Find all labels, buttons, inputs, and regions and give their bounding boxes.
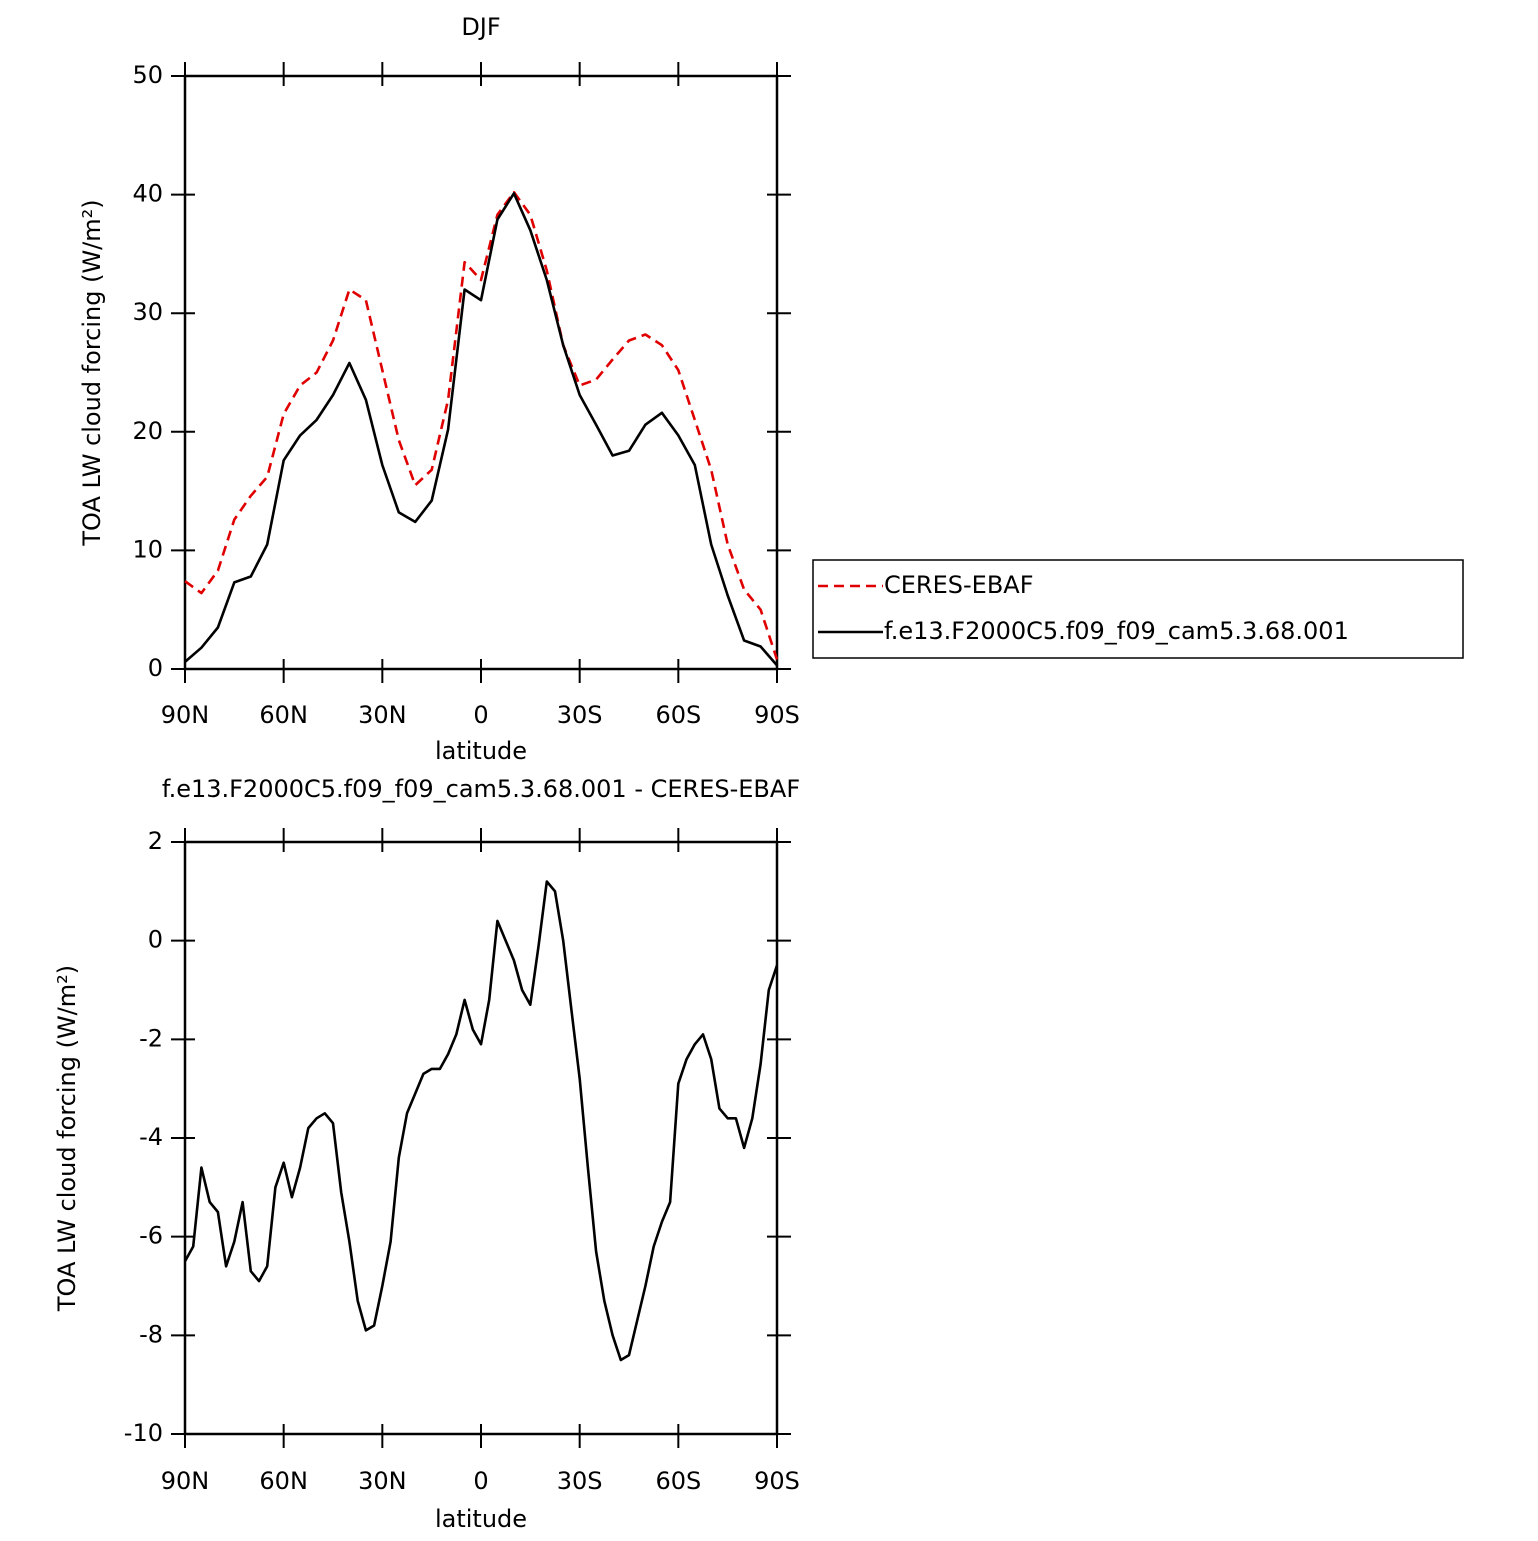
y-tick-label: 2 xyxy=(148,827,163,855)
legend-label: CERES-EBAF xyxy=(884,571,1034,599)
data-line xyxy=(183,880,779,1362)
x-tick-label: 30N xyxy=(358,701,407,729)
legend-box xyxy=(812,559,1464,659)
data-line xyxy=(184,192,778,667)
x-axis-label: latitude xyxy=(435,1505,527,1533)
plot-frame xyxy=(183,74,779,671)
x-tick-label: 60N xyxy=(259,1467,308,1495)
x-tick-label: 60S xyxy=(655,1467,701,1495)
x-tick-label: 30S xyxy=(557,1467,603,1495)
y-tick-label: -4 xyxy=(139,1123,163,1151)
x-tick-label: 60N xyxy=(259,701,308,729)
y-tick-label: -8 xyxy=(139,1320,163,1348)
y-tick-label: -2 xyxy=(139,1024,163,1052)
y-tick-label: 0 xyxy=(148,654,163,682)
y-axis-label: TOA LW cloud forcing (W/m²) xyxy=(78,199,106,546)
y-tick-label: 0 xyxy=(148,926,163,954)
y-tick-label: 50 xyxy=(132,61,163,89)
y-axis-label: TOA LW cloud forcing (W/m²) xyxy=(53,965,81,1312)
y-tick-label: 20 xyxy=(132,417,163,445)
x-axis-label: latitude xyxy=(435,737,527,765)
x-tick-label: 90N xyxy=(161,701,210,729)
chart-title: DJF xyxy=(461,13,500,41)
y-tick-label: 10 xyxy=(132,535,163,563)
chart-title: f.e13.F2000C5.f09_f09_cam5.3.68.001 - CE… xyxy=(162,775,800,803)
x-tick-label: 90S xyxy=(754,1467,800,1495)
x-tick-label: 0 xyxy=(473,1467,488,1495)
x-tick-label: 60S xyxy=(655,701,701,729)
plot-frame xyxy=(183,840,779,1436)
x-tick-label: 30S xyxy=(557,701,603,729)
y-tick-label: -6 xyxy=(139,1222,163,1250)
y-tick-label: 30 xyxy=(132,298,163,326)
y-tick-label: -10 xyxy=(124,1419,163,1447)
y-tick-label: 40 xyxy=(132,180,163,208)
data-line xyxy=(184,190,779,660)
legend-label: f.e13.F2000C5.f09_f09_cam5.3.68.001 xyxy=(884,617,1349,645)
x-tick-label: 0 xyxy=(473,701,488,729)
x-tick-label: 30N xyxy=(358,1467,407,1495)
x-tick-label: 90S xyxy=(754,701,800,729)
x-tick-label: 90N xyxy=(161,1467,210,1495)
